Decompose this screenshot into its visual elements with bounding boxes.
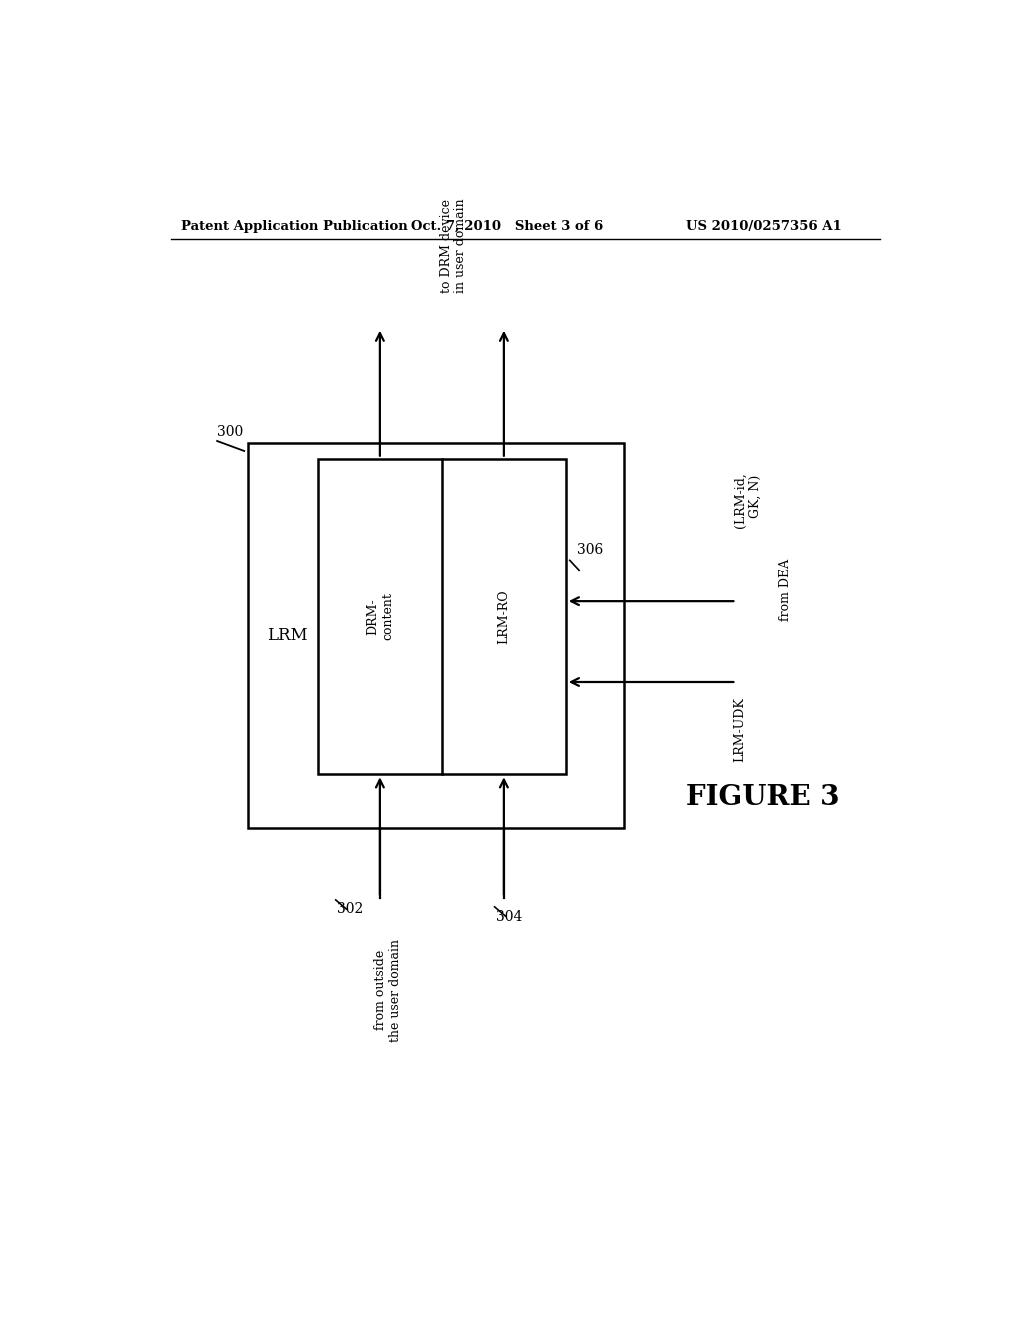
Text: Oct. 7, 2010   Sheet 3 of 6: Oct. 7, 2010 Sheet 3 of 6 [411, 219, 603, 232]
Bar [317, 459, 566, 775]
Text: LRM-RO: LRM-RO [498, 589, 510, 644]
Text: to DRM device
in user domain: to DRM device in user domain [439, 198, 468, 293]
Bar [248, 444, 624, 829]
Text: US 2010/0257356 A1: US 2010/0257356 A1 [686, 219, 842, 232]
Text: LRM: LRM [267, 627, 308, 644]
Text: 306: 306 [578, 543, 604, 557]
Text: 300: 300 [217, 425, 244, 438]
Text: DRM-
content: DRM- content [366, 593, 394, 640]
Text: Patent Application Publication: Patent Application Publication [180, 219, 408, 232]
Text: 302: 302 [337, 902, 364, 916]
Text: from DEA: from DEA [779, 558, 792, 620]
Text: 304: 304 [496, 909, 522, 924]
Text: LRM-UDK: LRM-UDK [734, 697, 746, 762]
Text: FIGURE 3: FIGURE 3 [686, 784, 840, 810]
Text: from outside
the user domain: from outside the user domain [374, 939, 401, 1041]
Text: (LRM-id,
  GK, N): (LRM-id, GK, N) [734, 473, 762, 528]
